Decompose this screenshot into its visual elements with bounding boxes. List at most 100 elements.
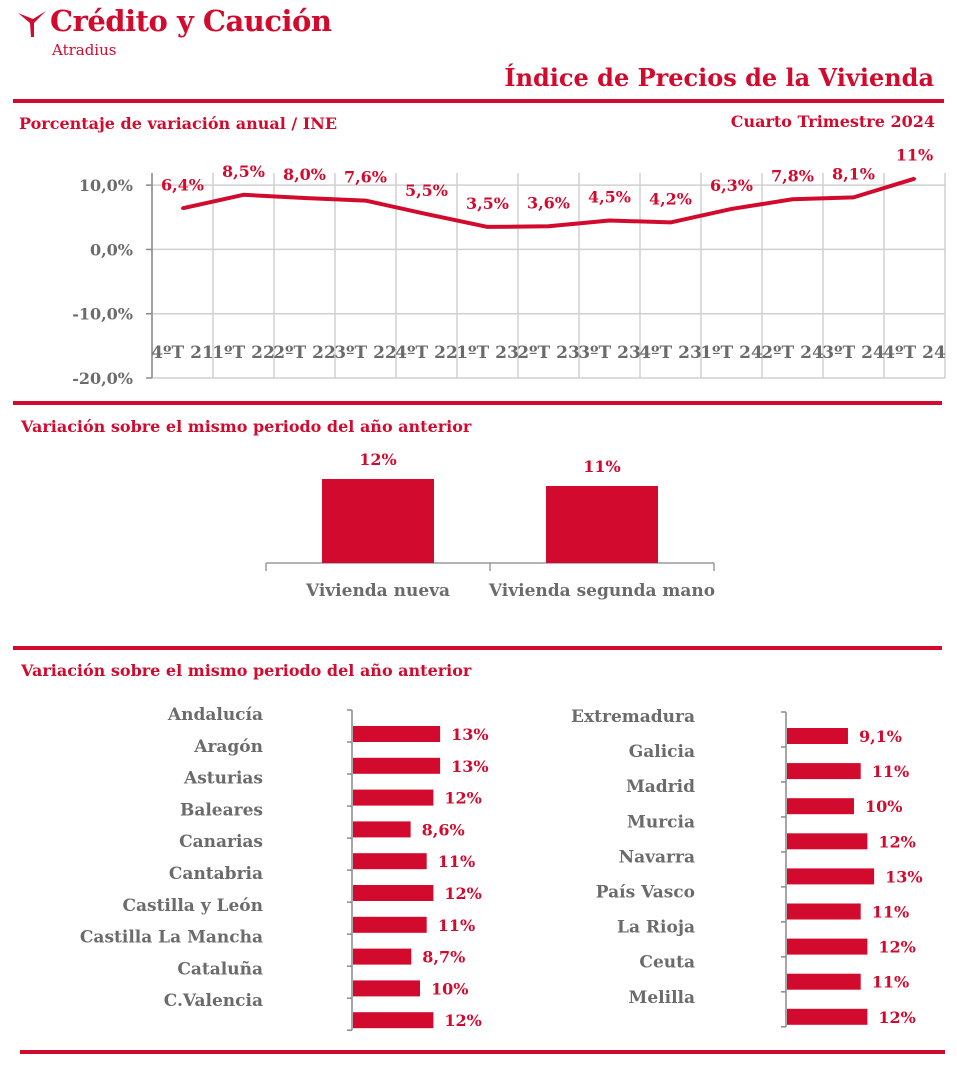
- region-value-label: 11%: [872, 973, 909, 992]
- data-label: 7,8%: [771, 166, 814, 185]
- bar-chart-title: Variación sobre el mismo periodo del año…: [21, 417, 472, 436]
- brand-name: Crédito y Caución: [50, 4, 332, 38]
- x-tick-label: 4ºT 21: [151, 343, 214, 363]
- region-label: País Vasco: [596, 883, 695, 903]
- bar-value-label: 11%: [583, 457, 620, 476]
- region-value-label: 11%: [872, 762, 909, 781]
- regions-chart-left: Andalucía 13% Aragón 13% Asturias 12% Baleares…: [80, 705, 489, 1031]
- data-point: [547, 224, 550, 228]
- data-label: 3,6%: [527, 193, 570, 212]
- x-tick-label: 1ºT 24: [700, 343, 763, 363]
- y-tick-label: -20,0%: [72, 369, 133, 388]
- bar-value-label: 12%: [359, 450, 396, 469]
- region-value-label: 8,7%: [422, 948, 465, 967]
- data-point: [791, 197, 794, 201]
- region-label: Madrid: [626, 777, 695, 797]
- region-bar: [353, 885, 434, 901]
- region-value-label: 12%: [444, 789, 481, 808]
- region-label: Melilla: [629, 988, 695, 1008]
- bar: [322, 479, 434, 563]
- data-point: [852, 195, 855, 199]
- region-value-label: 12%: [444, 884, 481, 903]
- bar: [546, 486, 658, 563]
- x-tick-label: 3ºT 22: [334, 343, 397, 363]
- data-point: [425, 212, 428, 216]
- data-point: [913, 177, 916, 181]
- x-tick-label: 4ºT 24: [883, 343, 946, 363]
- data-label: 8,5%: [222, 162, 265, 181]
- region-bar: [787, 973, 861, 990]
- x-tick-label: 2ºT 23: [517, 343, 580, 363]
- x-tick-label: 1ºT 22: [212, 343, 275, 363]
- region-bar: [353, 1012, 434, 1029]
- region-label: Baleares: [180, 800, 263, 820]
- region-label: Andalucía: [167, 705, 263, 725]
- x-tick-label: 3ºT 23: [578, 343, 641, 363]
- region-label: Cantabria: [169, 864, 263, 884]
- region-bar: [353, 853, 427, 870]
- x-tick-label: 4ºT 23: [639, 343, 702, 363]
- data-point: [364, 199, 367, 203]
- bar-category-label: Vivienda nueva: [305, 581, 450, 601]
- section-rule-1: [13, 401, 942, 405]
- data-point: [303, 196, 306, 200]
- line-chart-subtitle: Porcentaje de variación anual / INE: [19, 114, 338, 133]
- region-bar: [353, 916, 427, 933]
- x-tick-label: 3ºT 24: [822, 343, 885, 363]
- region-bar: [787, 763, 861, 780]
- brand-logo-icon: [18, 11, 46, 37]
- y-tick-label: 0,0%: [90, 240, 133, 259]
- y-tick-label: 10,0%: [79, 176, 133, 195]
- region-value-label: 11%: [438, 916, 475, 935]
- region-value-label: 12%: [878, 938, 915, 957]
- region-value-label: 13%: [451, 757, 488, 776]
- region-label: Castilla y León: [122, 896, 263, 916]
- data-label: 7,6%: [344, 168, 387, 187]
- region-bar: [787, 833, 868, 850]
- region-value-label: 11%: [872, 903, 909, 922]
- period-label: Cuarto Trimestre 2024: [730, 112, 935, 131]
- bar-category-label: Vivienda segunda mano: [488, 581, 715, 601]
- region-label: Asturias: [183, 769, 263, 789]
- regions-chart-title: Variación sobre el mismo periodo del año…: [21, 661, 472, 680]
- region-value-label: 12%: [878, 832, 915, 851]
- region-value-label: 12%: [444, 1011, 481, 1030]
- regions-chart-right: Extremadura 9,1% Galicia 11% Madrid 10% Murcia…: [571, 707, 923, 1028]
- region-bar: [787, 1008, 868, 1025]
- region-label: Canarias: [179, 832, 263, 852]
- region-value-label: 13%: [885, 867, 922, 886]
- data-point: [181, 206, 184, 210]
- region-label: Navarra: [619, 847, 695, 867]
- data-label: 6,4%: [161, 175, 204, 194]
- region-bar: [787, 903, 861, 920]
- page-title: Índice de Precios de la Vivienda: [504, 63, 934, 92]
- data-point: [486, 225, 489, 229]
- data-label: 11%: [896, 146, 933, 165]
- region-bar: [787, 938, 868, 955]
- data-label: 3,5%: [466, 194, 509, 213]
- data-label: 8,0%: [283, 165, 326, 184]
- region-label: Cataluña: [177, 959, 263, 979]
- data-point: [730, 207, 733, 211]
- region-label: Extremadura: [571, 707, 695, 727]
- region-bar: [353, 757, 441, 774]
- region-value-label: 9,1%: [859, 727, 902, 746]
- data-point: [608, 219, 611, 222]
- data-label: 4,2%: [649, 189, 692, 208]
- region-bar: [787, 868, 875, 885]
- region-bar: [787, 798, 854, 815]
- region-value-label: 8,6%: [422, 820, 465, 839]
- region-value-label: 13%: [451, 725, 488, 744]
- data-label: 6,3%: [710, 176, 753, 195]
- region-label: Castilla La Mancha: [80, 928, 263, 948]
- section-rule-2: [13, 646, 942, 650]
- data-label: 4,5%: [588, 188, 631, 207]
- brand-subtitle: Atradius: [52, 41, 117, 59]
- y-tick-label: -10,0%: [72, 305, 133, 324]
- region-value-label: 11%: [438, 852, 475, 871]
- region-label: Aragón: [193, 737, 263, 757]
- data-point: [669, 220, 672, 224]
- data-label: 8,1%: [832, 164, 875, 183]
- region-bar: [353, 789, 434, 806]
- data-point: [242, 193, 245, 197]
